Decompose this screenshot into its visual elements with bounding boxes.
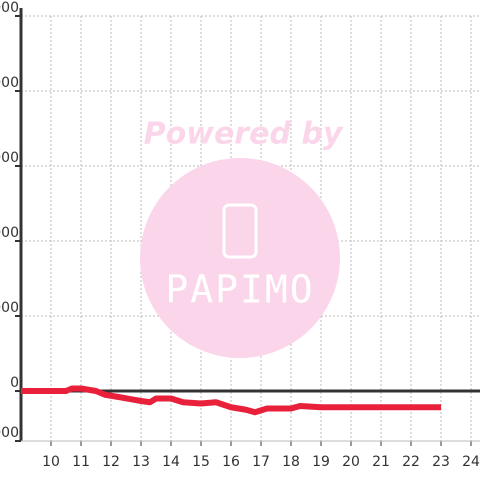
y-tick-label: 120,000 xyxy=(0,75,19,91)
x-tick-label: 23 xyxy=(432,454,450,470)
x-tick-label: 16 xyxy=(222,454,240,470)
watermark-icon xyxy=(222,203,258,259)
watermark-heading: Powered by xyxy=(144,117,344,152)
watermark: Powered by PAPIMO xyxy=(140,117,344,358)
y-tick-label: -20,000 xyxy=(0,425,19,441)
x-tick-label: 14 xyxy=(162,454,180,470)
x-tick-label: 22 xyxy=(402,454,420,470)
x-tick-label: 12 xyxy=(102,454,120,470)
x-tick-label: 17 xyxy=(252,454,270,470)
y-tick-label: 90,000 xyxy=(0,150,19,166)
y-tick-label: 150,000 xyxy=(0,0,19,16)
x-tick-label: 13 xyxy=(132,454,150,470)
x-tick-label: 15 xyxy=(192,454,210,470)
y-tick-label: 30,000 xyxy=(0,300,19,316)
y-tick-label: 60,000 xyxy=(0,225,19,241)
x-tick-label: 18 xyxy=(282,454,300,470)
x-tick-label: 19 xyxy=(312,454,330,470)
x-tick-label: 24 xyxy=(462,454,480,470)
y-tick-label: 0 xyxy=(10,375,19,391)
series-line xyxy=(21,385,441,416)
x-tick-label: 11 xyxy=(72,454,90,470)
x-tick-label: 20 xyxy=(342,454,360,470)
watermark-brand: PAPIMO xyxy=(165,268,314,312)
x-tick-label: 21 xyxy=(372,454,390,470)
x-tick-label: 10 xyxy=(42,454,60,470)
